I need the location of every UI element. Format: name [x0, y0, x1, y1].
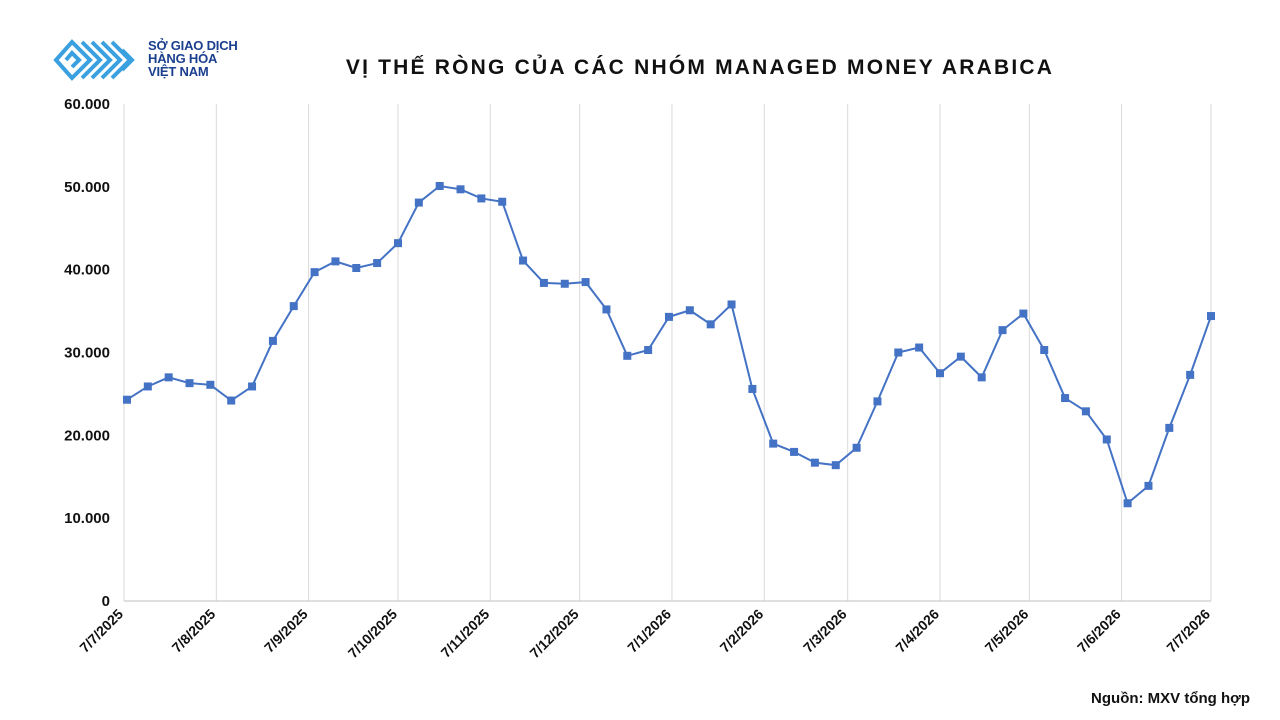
data-point — [977, 373, 986, 382]
data-point — [393, 239, 402, 248]
series-line — [126, 184, 1212, 505]
y-tick-label: 50.000 — [64, 179, 110, 196]
data-point — [268, 336, 277, 345]
data-point — [935, 369, 944, 378]
chart-title: VỊ THẾ RÒNG CỦA CÁC NHÓM MANAGED MONEY A… — [345, 56, 1055, 79]
logo-mark-icon — [53, 39, 135, 81]
x-tick-label: 7/7/2026 — [1163, 606, 1213, 656]
data-point — [456, 185, 465, 194]
logo: SỞ GIAO DỊCH HÀNG HÓA VIỆT NAM — [52, 36, 252, 84]
data-point — [1061, 394, 1070, 403]
data-point — [998, 326, 1007, 335]
x-tick-label: 7/8/2025 — [169, 606, 219, 656]
data-point — [727, 300, 736, 309]
logo-line-2: HÀNG HÓA — [148, 51, 218, 66]
x-tick-label: 7/3/2026 — [800, 606, 850, 656]
data-point — [352, 264, 361, 273]
data-point — [227, 396, 236, 405]
x-tick-label: 7/10/2025 — [345, 606, 401, 662]
data-point — [873, 397, 882, 406]
x-tick-label: 7/5/2026 — [982, 606, 1032, 656]
x-tick-label: 7/7/2025 — [76, 606, 126, 656]
data-point — [1019, 309, 1028, 318]
data-point — [748, 384, 757, 393]
data-point — [248, 382, 257, 391]
data-point — [1207, 312, 1215, 321]
data-point — [706, 320, 715, 329]
data-point — [581, 278, 590, 287]
data-point — [1081, 407, 1090, 416]
data-point — [477, 194, 486, 203]
y-tick-label: 60.000 — [64, 96, 110, 113]
y-tick-label: 0 — [102, 593, 110, 610]
x-tick-label: 7/9/2025 — [261, 606, 311, 656]
data-point — [956, 352, 965, 361]
data-point — [122, 395, 131, 404]
logo-line-1: SỞ GIAO DỊCH — [148, 38, 238, 53]
data-point — [1102, 435, 1111, 444]
data-point — [373, 259, 382, 268]
data-point — [644, 346, 653, 355]
data-point — [664, 312, 673, 321]
data-point — [498, 197, 507, 206]
x-tick-label: 7/12/2025 — [526, 606, 582, 662]
data-point — [602, 305, 611, 314]
data-point — [1186, 370, 1195, 379]
y-tick-label: 40.000 — [64, 262, 110, 279]
data-point — [1165, 423, 1174, 432]
data-point — [143, 382, 152, 391]
x-tick-label: 7/2/2026 — [717, 606, 767, 656]
data-point — [831, 461, 840, 470]
data-point — [519, 256, 528, 265]
data-point — [539, 278, 548, 287]
data-point — [894, 348, 903, 357]
source-note: Nguồn: MXV tổng hợp — [1091, 690, 1250, 707]
data-point — [331, 257, 340, 266]
y-tick-label: 30.000 — [64, 345, 110, 362]
data-point — [1123, 499, 1132, 508]
x-tick-label: 7/1/2026 — [624, 606, 674, 656]
data-point — [623, 351, 632, 360]
data-point — [915, 343, 924, 352]
data-point — [1040, 346, 1049, 355]
data-point — [790, 447, 799, 456]
logo-line-3: VIỆT NAM — [148, 64, 209, 79]
data-point — [435, 182, 444, 191]
data-point — [810, 458, 819, 467]
x-tick-label: 7/4/2026 — [892, 606, 942, 656]
data-point — [769, 439, 778, 448]
data-point — [414, 198, 423, 207]
data-point — [685, 306, 694, 315]
x-tick-label: 7/11/2025 — [438, 606, 493, 661]
y-tick-label: 20.000 — [64, 427, 110, 444]
data-point — [206, 380, 215, 389]
data-point — [852, 443, 861, 452]
data-point — [560, 279, 569, 288]
data-point — [185, 379, 194, 388]
data-point — [310, 268, 319, 277]
y-tick-label: 10.000 — [64, 510, 110, 527]
data-point — [164, 373, 173, 382]
logo-text: SỞ GIAO DỊCH HÀNG HÓA VIỆT NAM — [148, 39, 238, 78]
x-tick-label: 7/6/2026 — [1074, 606, 1124, 656]
data-point — [289, 302, 298, 311]
data-point — [1144, 481, 1153, 490]
